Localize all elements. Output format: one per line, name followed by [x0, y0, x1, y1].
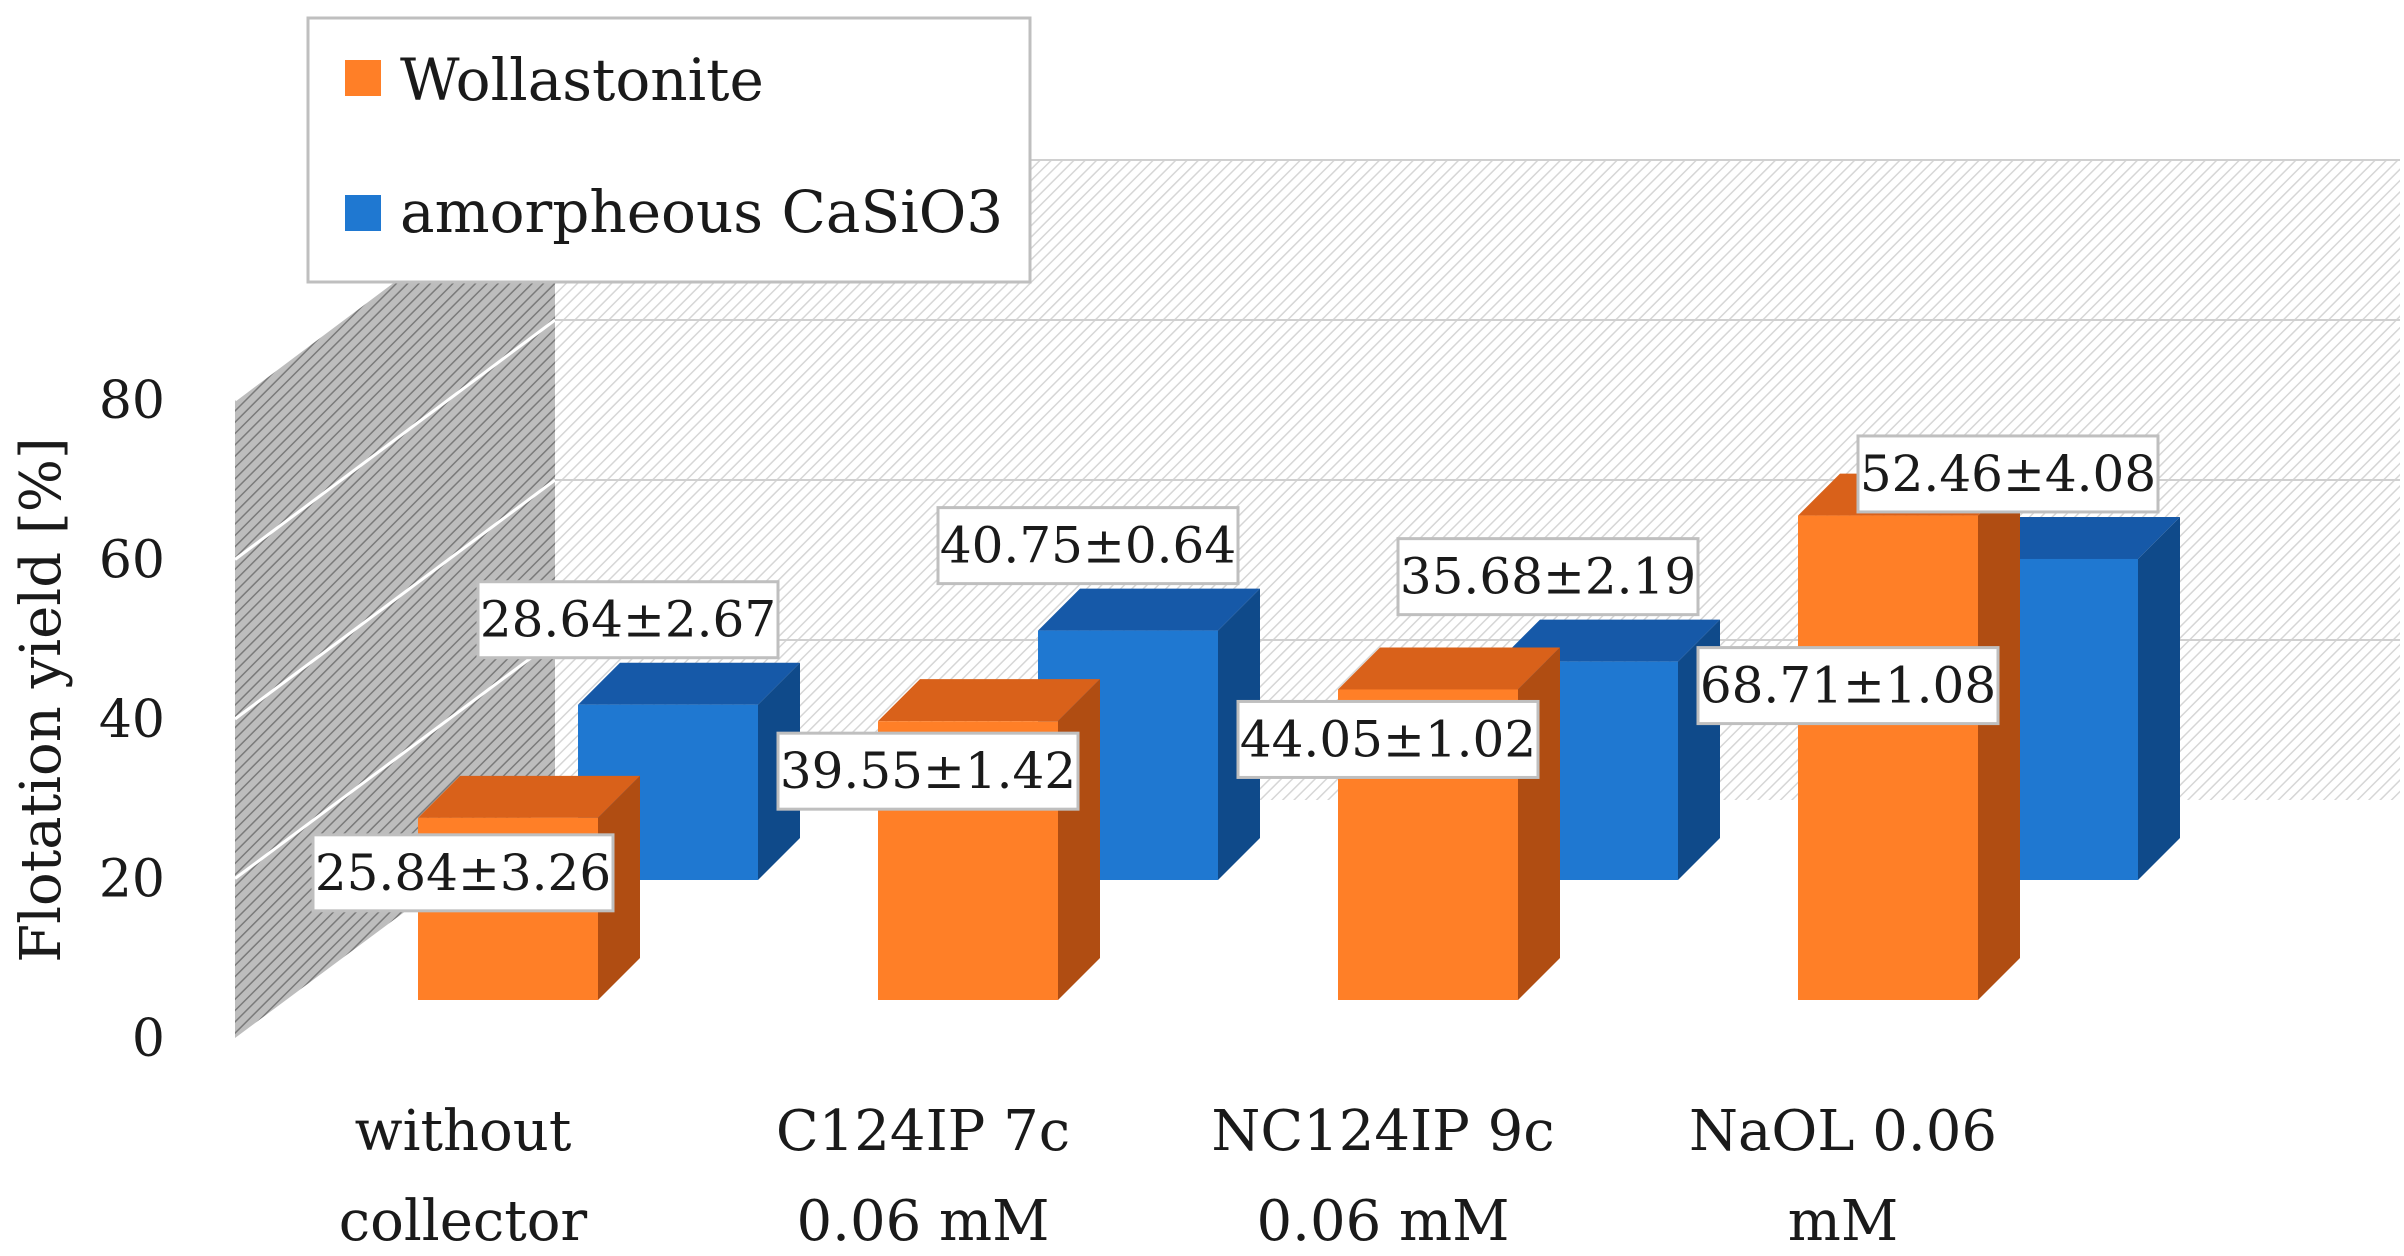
- bar-wollastonite-1-top: [878, 679, 1100, 722]
- legend-label-wollastonite: Wollastonite: [400, 46, 764, 114]
- svg-text:35.68±2.19: 35.68±2.19: [1400, 548, 1696, 606]
- y-axis-label: Flotation yield [%]: [9, 437, 74, 963]
- bar-wollastonite-1: [878, 679, 1100, 1000]
- category-label: mM: [1788, 1189, 1898, 1254]
- bar-wollastonite-3: [1798, 473, 2020, 1001]
- data-label-amorphous-3: 52.46±4.08: [1856, 434, 2160, 514]
- bar-amorphous-1-top: [1038, 588, 1260, 631]
- legend-swatch-amorphous: [345, 195, 381, 231]
- bar-wollastonite-0-top: [418, 775, 640, 818]
- legend: Wollastonite amorpheous CaSiO3: [306, 16, 1032, 284]
- y-tick-label: 20: [99, 850, 165, 910]
- bar-amorphous-3-side: [2138, 516, 2180, 880]
- category-label: NC124IP 9c: [1211, 1099, 1554, 1164]
- category-label: without: [355, 1099, 572, 1164]
- data-label-wollastonite-3: 68.71±1.08: [1696, 646, 2000, 726]
- y-tick-label: 0: [132, 1009, 165, 1069]
- svg-text:28.64±2.67: 28.64±2.67: [480, 591, 776, 649]
- svg-text:40.75±0.64: 40.75±0.64: [940, 517, 1236, 575]
- bar-wollastonite-0-side: [598, 775, 640, 1000]
- category-label: 0.06 mM: [797, 1189, 1050, 1254]
- data-label-wollastonite-1: 39.55±1.42: [776, 731, 1080, 811]
- bar-wollastonite-3-front: [1798, 515, 1978, 1000]
- data-labels: 28.64±2.67 25.84±3.26 40.75±0.64 39.55±1.42…: [311, 434, 2160, 913]
- y-tick-label: 40: [99, 690, 165, 750]
- y-tick-label: 80: [99, 371, 165, 431]
- bar-amorphous-0-top: [578, 662, 800, 705]
- legend-swatch-wollastonite: [345, 60, 381, 96]
- grid-line-side: [234, 478, 556, 721]
- category-label: C124IP 7c: [776, 1099, 1070, 1164]
- category-label: collector: [339, 1189, 588, 1254]
- svg-text:25.84±3.26: 25.84±3.26: [315, 844, 611, 902]
- bar-wollastonite-3-side: [1978, 473, 2020, 1001]
- legend-label-amorphous: amorpheous CaSiO3: [400, 178, 1003, 246]
- y-tick-label: 60: [99, 531, 165, 591]
- data-label-amorphous-1: 40.75±0.64: [936, 506, 1240, 586]
- category-labels: without collector C124IP 7c 0.06 mM NC124IP …: [339, 1099, 1997, 1254]
- legend-box: [306, 16, 1032, 284]
- category-label: NaOL 0.06: [1689, 1099, 1997, 1164]
- grid-line-side: [234, 318, 556, 561]
- svg-text:39.55±1.42: 39.55±1.42: [780, 742, 1076, 800]
- y-axis-ticks: 0 20 40 60 80: [99, 371, 165, 1069]
- data-label-wollastonite-2: 44.05±1.02: [1236, 699, 1540, 779]
- data-label-amorphous-0: 28.64±2.67: [476, 580, 780, 660]
- svg-text:52.46±4.08: 52.46±4.08: [1860, 445, 2156, 503]
- bar-wollastonite-1-side: [1058, 679, 1100, 1000]
- svg-text:44.05±1.02: 44.05±1.02: [1240, 710, 1536, 768]
- data-label-wollastonite-0: 25.84±3.26: [311, 833, 615, 913]
- data-label-amorphous-2: 35.68±2.19: [1396, 537, 1700, 617]
- category-label: 0.06 mM: [1257, 1189, 1510, 1254]
- bar-wollastonite-2-top: [1338, 647, 1560, 690]
- grid-line-side: [234, 638, 556, 880]
- svg-text:68.71±1.08: 68.71±1.08: [1700, 657, 1996, 715]
